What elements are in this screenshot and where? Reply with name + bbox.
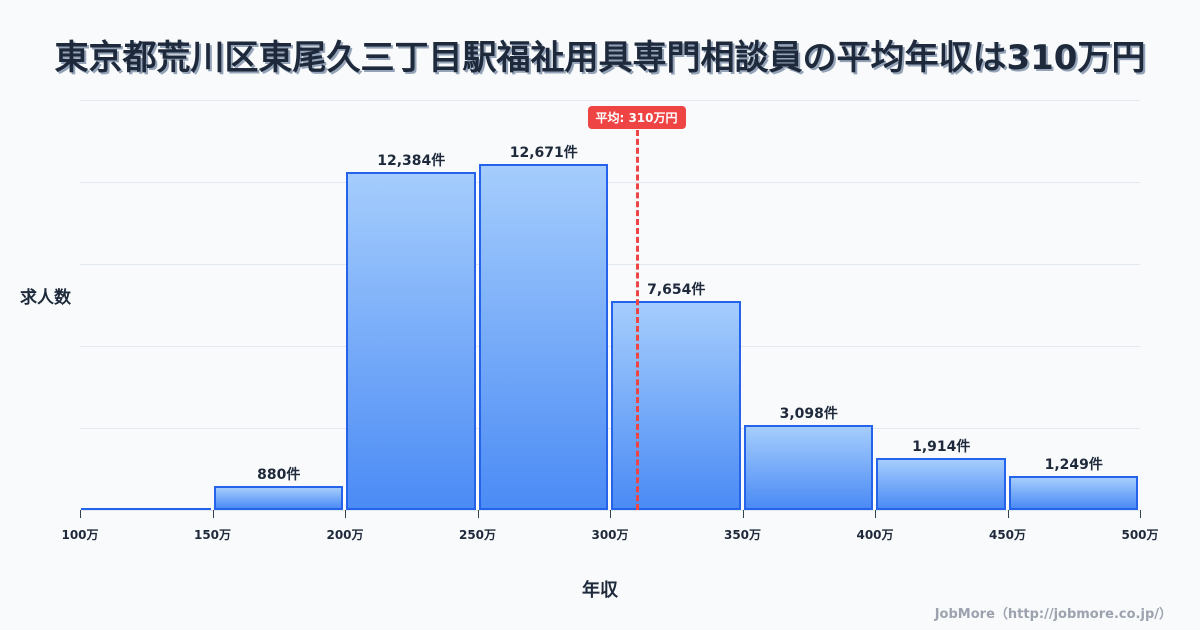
x-tick [875, 510, 876, 518]
x-tick-label: 300万 [591, 526, 628, 543]
x-tick [478, 510, 479, 518]
x-tick-label: 200万 [326, 526, 363, 543]
histogram-bar [81, 508, 211, 510]
plot-area: 880件 12,384件 12,671件 7,654件 3,098件 1,914件 1,24… [80, 100, 1140, 510]
x-axis-label: 年収 [0, 576, 1200, 602]
histogram-bar [214, 486, 344, 510]
histogram-bar [611, 301, 741, 510]
bar-value-label: 1,914件 [912, 436, 970, 456]
x-tick-label: 450万 [989, 526, 1026, 543]
x-tick-label: 500万 [1121, 526, 1158, 543]
x-tick [80, 510, 81, 518]
bar-value-label: 1,249件 [1045, 454, 1103, 474]
histogram-bar [744, 425, 874, 510]
histogram-bar [1009, 476, 1139, 510]
x-tick [610, 510, 611, 518]
x-tick-label: 350万 [724, 526, 761, 543]
x-tick [1140, 510, 1141, 518]
histogram-bar [876, 458, 1006, 510]
footer-credit: JobMore（http://jobmore.co.jp/） [935, 603, 1172, 622]
x-tick-label: 150万 [194, 526, 231, 543]
bar-value-label: 880件 [257, 464, 300, 484]
bar-value-label: 12,384件 [377, 150, 445, 170]
x-tick [1008, 510, 1009, 518]
x-tick [345, 510, 346, 518]
x-tick-label: 250万 [459, 526, 496, 543]
y-axis-label: 求人数 [20, 283, 71, 308]
gridline [80, 264, 1140, 265]
average-line [636, 130, 639, 510]
gridline [80, 346, 1140, 347]
x-tick [213, 510, 214, 518]
histogram-bar [479, 164, 609, 510]
x-tick-label: 400万 [856, 526, 893, 543]
gridline [80, 100, 1140, 101]
bar-value-label: 12,671件 [510, 142, 578, 162]
chart-title: 東京都荒川区東尾久三丁目駅福祉用具専門相談員の平均年収は310万円 [0, 30, 1200, 79]
gridline [80, 182, 1140, 183]
x-tick-label: 100万 [61, 526, 98, 543]
bar-value-label: 3,098件 [780, 403, 838, 423]
histogram-bar [346, 172, 476, 510]
average-badge: 平均: 310万円 [587, 106, 685, 129]
bar-value-label: 7,654件 [647, 279, 705, 299]
gridline [80, 428, 1140, 429]
x-tick [743, 510, 744, 518]
